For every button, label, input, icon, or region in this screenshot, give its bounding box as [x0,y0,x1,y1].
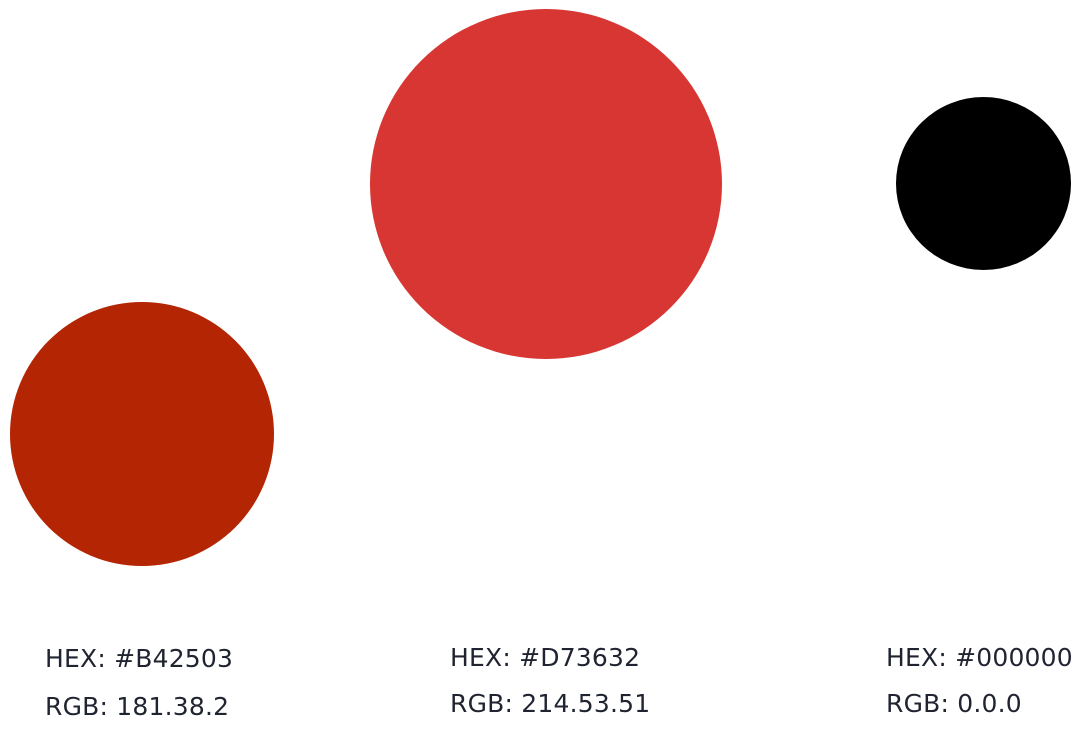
swatch-1-hex-label: HEX: #B42503 [45,644,233,674]
swatch-2-hex-label: HEX: #D73632 [450,643,640,673]
swatch-2-rgb-label: RGB: 214.53.51 [450,689,650,719]
color-swatch-circle-1 [10,302,274,566]
color-swatch-circle-3 [896,97,1071,270]
color-swatch-circle-2 [370,9,722,359]
swatch-1-rgb-label: RGB: 181.38.2 [45,692,229,722]
swatch-3-hex-label: HEX: #000000 [886,643,1073,673]
swatch-3-rgb-label: RGB: 0.0.0 [886,689,1022,719]
